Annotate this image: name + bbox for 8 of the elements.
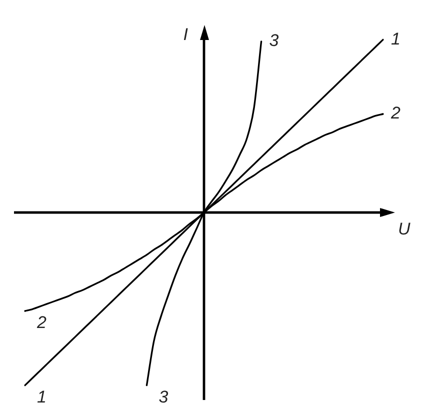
series-label: 1: [391, 29, 400, 48]
text: 1: [37, 388, 46, 407]
x-axis-title: U: [398, 220, 411, 239]
text: 3: [158, 388, 168, 407]
y-axis-title: I: [183, 25, 188, 44]
text: 2: [391, 104, 400, 123]
series-label: 2: [36, 313, 47, 332]
series-label: 3: [269, 31, 280, 50]
